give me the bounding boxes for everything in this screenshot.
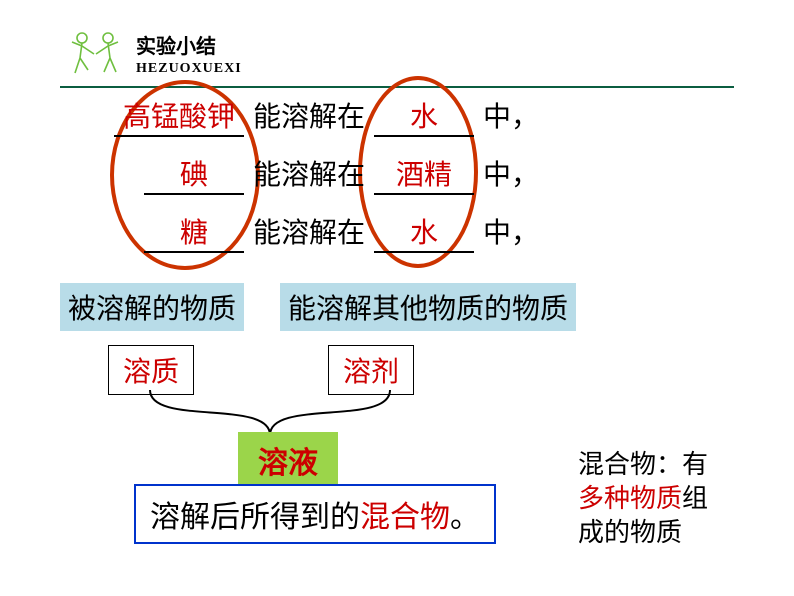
sentence-text: 能溶解在 <box>253 153 365 193</box>
fill-blank: 水 <box>374 211 474 253</box>
sentence-text: 能溶解在 <box>253 211 365 251</box>
side-note-line: 成的物质 <box>578 518 682 547</box>
result-highlight: 混合物 <box>360 501 450 534</box>
solution-box: 溶液 <box>238 432 338 488</box>
result-box: 溶解后所得到的混合物。 <box>134 484 496 544</box>
header-subtitle: HEZUOXUEXI <box>136 61 242 77</box>
sentence-suffix: 中， <box>483 211 539 251</box>
solute-description: 被溶解的物质 <box>60 283 244 331</box>
fill-blank: 酒精 <box>374 153 474 195</box>
result-suffix: 。 <box>450 501 480 534</box>
fill-blank: 糖 <box>144 211 244 253</box>
term-solute: 溶质 <box>108 345 194 395</box>
header-bar: 实验小结 HEZUOXUEXI <box>60 28 734 88</box>
side-note: 混合物：有 多种物质组 成的物质 <box>578 448 708 549</box>
sentence-row: 糖 能溶解在 水 中， <box>142 211 539 253</box>
sentence-suffix: 中， <box>483 153 539 193</box>
side-note-line: 组 <box>682 484 708 513</box>
brace-connector <box>150 390 390 435</box>
fill-blank: 碘 <box>144 153 244 195</box>
sentence-row: 碘 能溶解在 酒精 中， <box>142 153 539 195</box>
result-prefix: 溶解后所得到的 <box>150 501 360 534</box>
header-title: 实验小结 <box>136 30 242 59</box>
sentence-text: 能溶解在 <box>253 95 365 135</box>
sentence-suffix: 中， <box>483 95 539 135</box>
side-note-highlight: 多种物质 <box>578 484 682 513</box>
sentence-block: 高锰酸钾 能溶解在 水 中， 碘 能溶解在 酒精 中， 糖 能溶解在 水 中， <box>112 95 539 269</box>
cooperation-icon <box>60 28 130 78</box>
header-text: 实验小结 HEZUOXUEXI <box>136 30 242 77</box>
fill-blank: 水 <box>374 95 474 137</box>
term-solvent: 溶剂 <box>328 345 414 395</box>
solvent-description: 能溶解其他物质的物质 <box>280 283 576 331</box>
fill-blank: 高锰酸钾 <box>114 95 244 137</box>
sentence-row: 高锰酸钾 能溶解在 水 中， <box>112 95 539 137</box>
side-note-line: 混合物：有 <box>578 450 708 479</box>
